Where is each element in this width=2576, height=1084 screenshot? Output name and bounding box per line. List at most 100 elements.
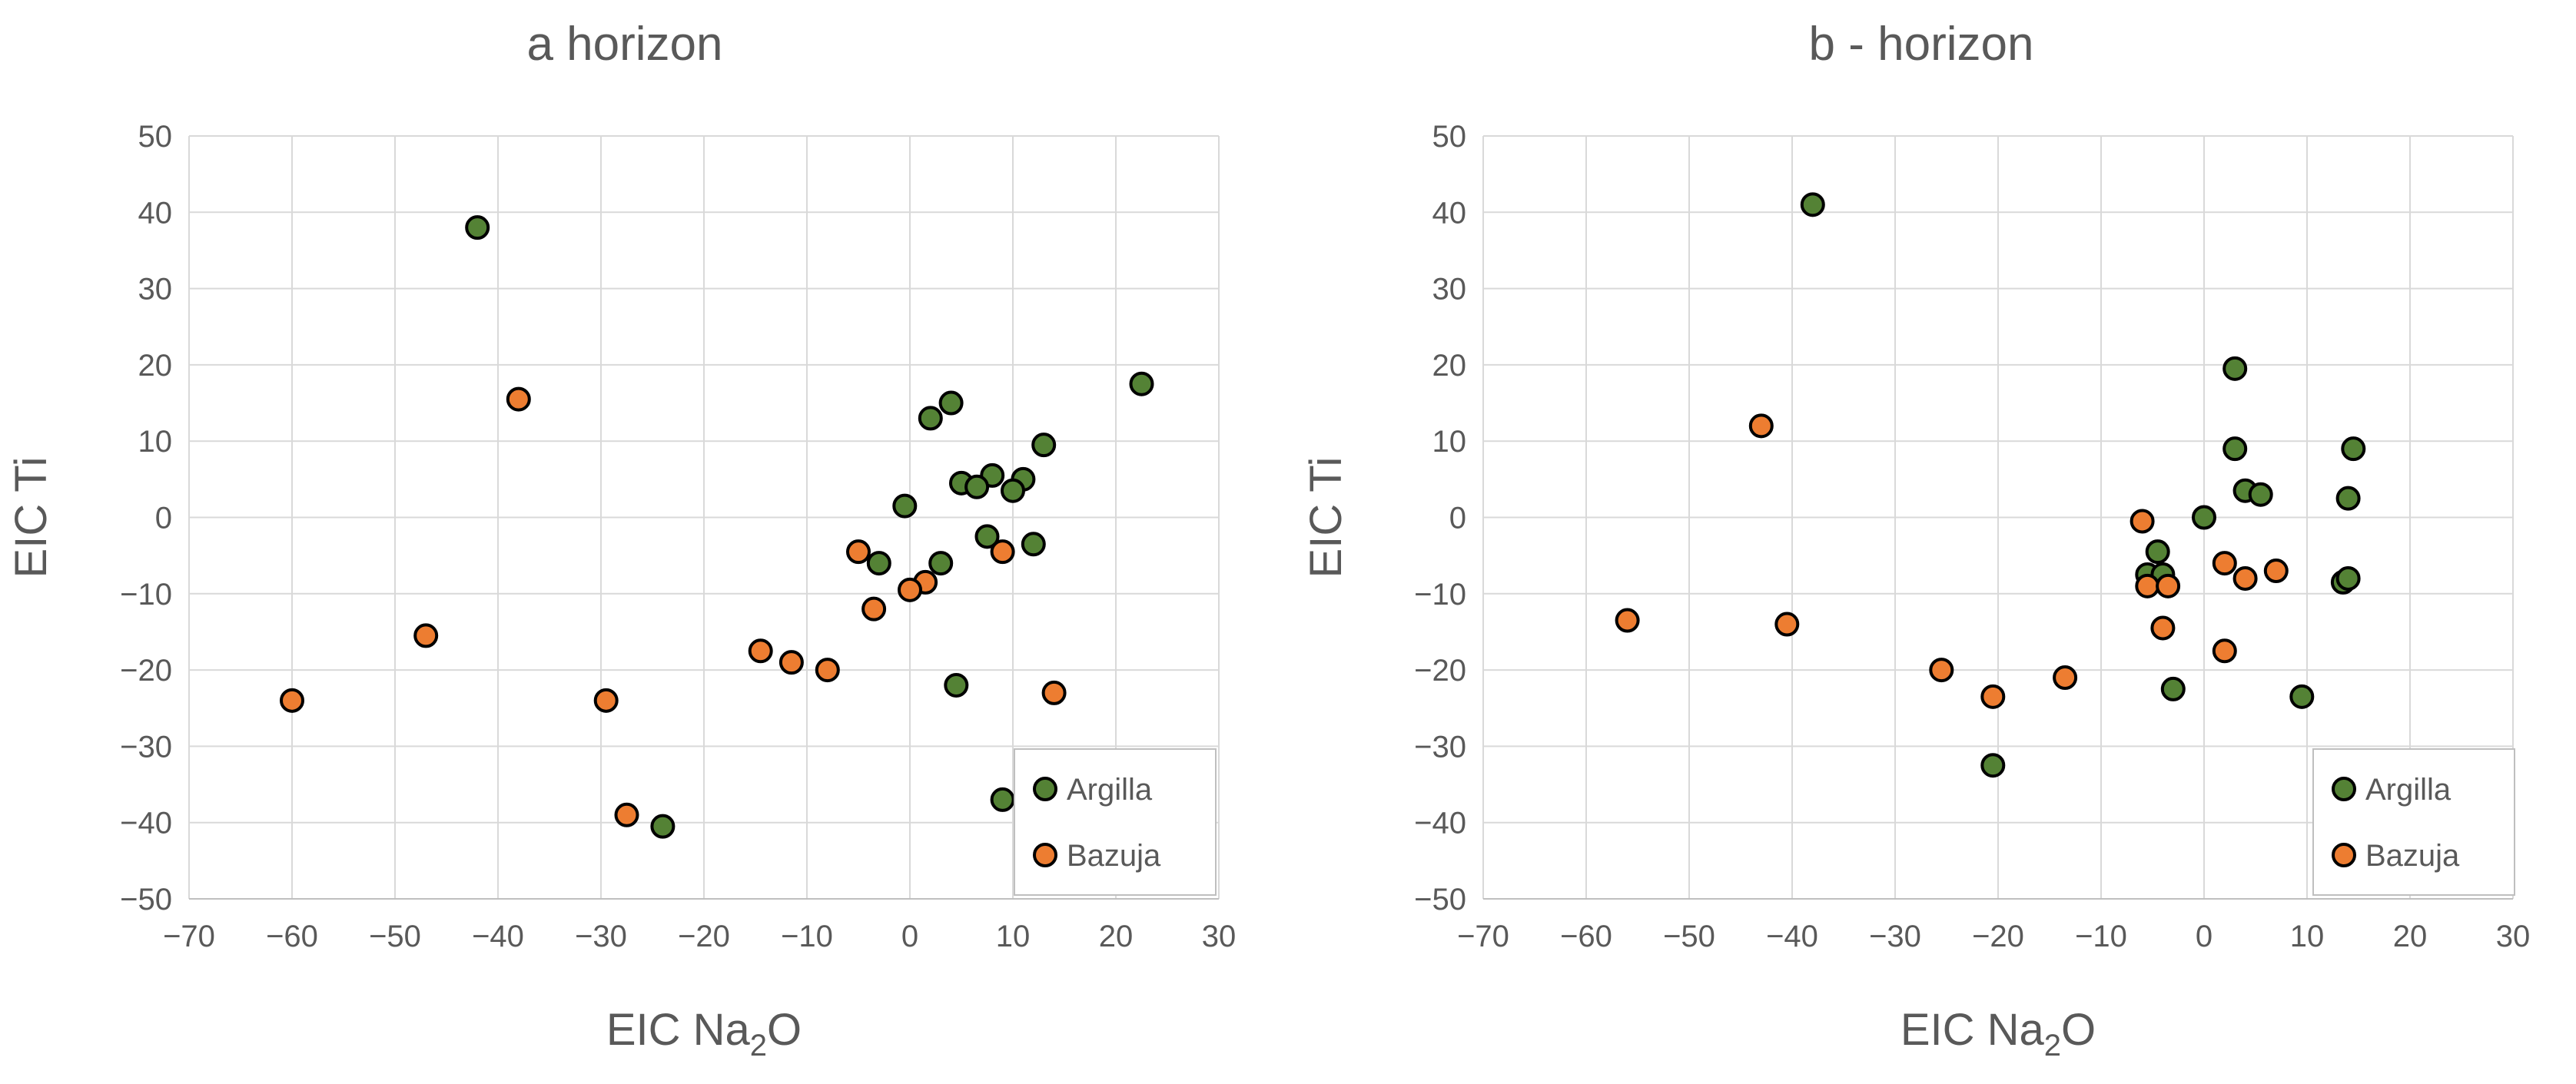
legend-label-bazuja: Bazuja — [2365, 839, 2460, 873]
data-point-bazuja — [778, 650, 804, 675]
data-point-argilla — [465, 215, 490, 240]
data-point-bazuja — [2156, 573, 2181, 598]
y-axis-label: EIC Ti — [6, 457, 56, 578]
x-tick-label: 10 — [2290, 920, 2325, 953]
data-point-argilla — [1031, 433, 1057, 458]
data-point-argilla — [1800, 192, 1825, 217]
data-point-bazuja — [2263, 559, 2289, 584]
chart-a-horizon: a horizon −70 −60 −50 −40 −30 −20 −10 0 10 20 30 −50… — [6, 18, 1236, 1062]
series-argilla — [465, 215, 1154, 839]
x-tick-label: −40 — [1766, 920, 1818, 953]
data-point-bazuja — [280, 688, 304, 713]
x-tick-label: −30 — [1869, 920, 1921, 953]
y-tick-label: −50 — [120, 883, 172, 917]
data-point-argilla — [2335, 486, 2361, 511]
x-tick-label: −50 — [1663, 920, 1715, 953]
data-point-argilla — [990, 787, 1015, 812]
data-point-bazuja — [748, 638, 773, 664]
x-axis-label: EIC Na2O — [606, 1005, 802, 1062]
x-tick-label: −30 — [575, 920, 627, 953]
data-point-argilla — [892, 493, 918, 519]
data-point-bazuja — [2212, 551, 2237, 576]
y-tick-label: 0 — [1449, 502, 1466, 535]
data-point-argilla — [2160, 676, 2186, 701]
legend-marker-argilla — [2332, 777, 2356, 801]
y-tick-label: 40 — [1432, 196, 1467, 230]
data-point-bazuja — [861, 596, 887, 622]
data-point-argilla — [1001, 478, 1025, 503]
x-axis-label: EIC Na2O — [1900, 1005, 2096, 1062]
data-point-bazuja — [1929, 658, 1954, 683]
legend: Argilla Bazuja — [2312, 748, 2515, 896]
data-point-argilla — [650, 814, 676, 839]
data-point-argilla — [1980, 753, 2006, 778]
legend-marker-bazuja — [2332, 843, 2356, 867]
y-tick-label: 0 — [155, 502, 172, 535]
data-point-argilla — [866, 551, 891, 576]
legend: Argilla Bazuja — [1014, 748, 1217, 896]
data-point-bazuja — [413, 623, 439, 648]
y-tick-label: −20 — [120, 654, 172, 688]
data-point-bazuja — [506, 386, 531, 412]
data-point-argilla — [2145, 539, 2170, 565]
x-tick-label: 20 — [2393, 920, 2428, 953]
data-point-bazuja — [898, 577, 922, 602]
y-tick-label: −40 — [1414, 807, 1466, 840]
y-tick-label: 50 — [138, 120, 173, 154]
y-tick-label: 30 — [1432, 273, 1467, 307]
data-point-bazuja — [614, 802, 639, 827]
series-bazuja — [1615, 413, 2289, 709]
y-tick-label: −10 — [120, 578, 172, 612]
data-point-argilla — [2341, 436, 2366, 462]
x-tick-label: 0 — [2196, 920, 2213, 953]
y-tick-label: −40 — [120, 807, 172, 840]
data-point-argilla — [938, 390, 964, 416]
y-tick-label: 20 — [138, 349, 173, 383]
y-tick-label: 20 — [1432, 349, 1467, 383]
data-point-bazuja — [2232, 565, 2258, 591]
chart-b-horizon: b - horizon −70 −60 −50 −40 −30 −20 −10 0 10 20 30 −… — [1301, 18, 2530, 1062]
x-tick-label: −50 — [369, 920, 421, 953]
data-point-bazuja — [2053, 665, 2078, 691]
x-tick-label: −70 — [163, 920, 215, 953]
data-point-bazuja — [846, 539, 871, 565]
legend-label-bazuja: Bazuja — [1067, 839, 1161, 873]
chart-title: a horizon — [526, 18, 722, 71]
x-tick-label: −40 — [472, 920, 524, 953]
data-point-argilla — [1129, 371, 1154, 396]
legend-label-argilla: Argilla — [2365, 773, 2452, 807]
y-tick-label: 50 — [1432, 120, 1467, 154]
data-point-bazuja — [1748, 413, 1774, 439]
data-point-bazuja — [990, 539, 1015, 565]
data-point-argilla — [974, 524, 1000, 549]
data-point-argilla — [964, 474, 990, 499]
y-tick-label: 10 — [1432, 425, 1467, 459]
y-tick-label: 10 — [138, 425, 173, 459]
data-point-bazuja — [1041, 680, 1067, 705]
y-tick-label: −30 — [120, 730, 172, 764]
y-tick-label: 40 — [138, 196, 173, 230]
legend-box — [2312, 748, 2515, 896]
x-tick-label: −20 — [678, 920, 730, 953]
data-point-argilla — [2222, 356, 2248, 381]
data-point-bazuja — [2130, 509, 2155, 534]
x-tick-label: 10 — [996, 920, 1031, 953]
data-point-bazuja — [2212, 638, 2237, 664]
x-tick-label: −10 — [781, 920, 833, 953]
data-point-argilla — [2192, 505, 2216, 530]
x-tick-label: 20 — [1099, 920, 1134, 953]
x-tick-label: −70 — [1457, 920, 1509, 953]
x-tick-label: −60 — [1560, 920, 1612, 953]
x-tick-label: 30 — [1202, 920, 1237, 953]
data-point-bazuja — [2135, 573, 2160, 598]
y-tick-label: −50 — [1414, 883, 1466, 917]
data-point-bazuja — [1615, 608, 1640, 633]
data-point-argilla — [1021, 532, 1046, 557]
data-point-bazuja — [1774, 612, 1800, 637]
data-point-argilla — [2248, 482, 2273, 507]
data-point-argilla — [944, 672, 969, 698]
data-point-argilla — [2222, 436, 2248, 462]
y-tick-label: 30 — [138, 273, 173, 307]
series-argilla — [1800, 192, 2366, 778]
